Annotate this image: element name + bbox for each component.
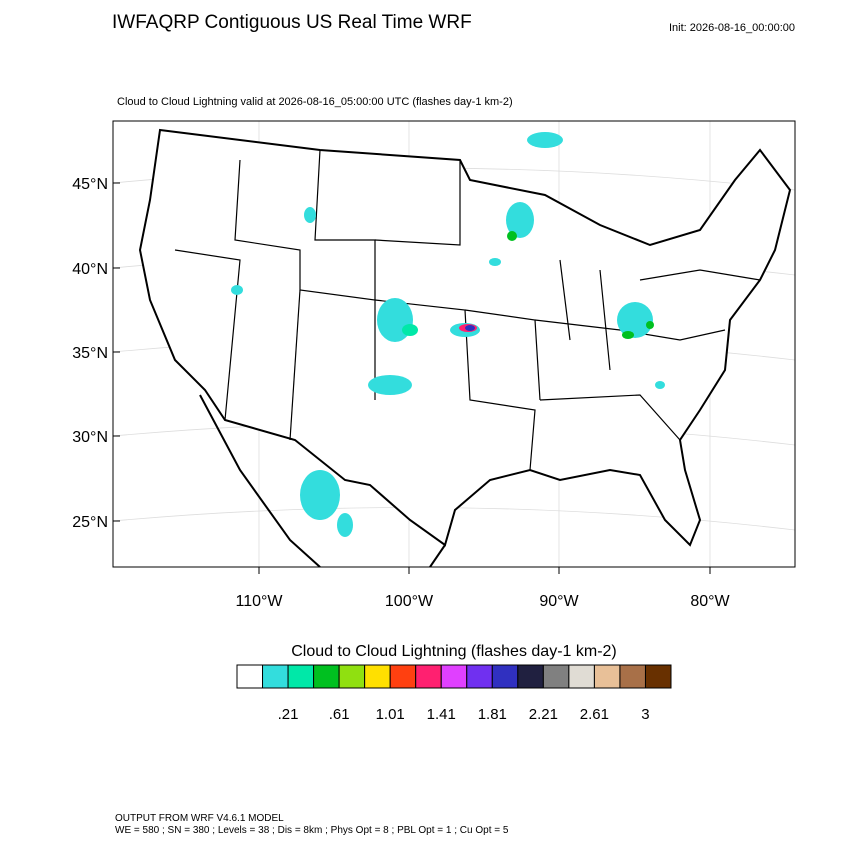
subtitle: Cloud to Cloud Lightning valid at 2026-0… bbox=[117, 96, 513, 108]
colorbar-box bbox=[491, 664, 519, 689]
colorbar-label: .21 bbox=[278, 706, 299, 723]
colorbar-label: 1.81 bbox=[478, 706, 507, 723]
lon-label: 110°W bbox=[235, 593, 283, 610]
lat-label: 35°N bbox=[72, 345, 108, 362]
colorbar-box bbox=[466, 664, 493, 689]
colorbar-box bbox=[440, 664, 468, 689]
us-outline bbox=[138, 128, 792, 547]
colorbar-label: 2.61 bbox=[580, 706, 609, 723]
colorbar-box bbox=[542, 664, 570, 689]
colorbar-label: 3 bbox=[641, 706, 649, 723]
colorbar-label: 1.41 bbox=[427, 706, 456, 723]
colorbar-box bbox=[517, 664, 544, 689]
map: 45°N 40°N 35°N 30°N 25°N 110°W 100°W 90°W 80°W bbox=[72, 120, 796, 610]
colorbar-box bbox=[236, 664, 264, 689]
lon-label: 100°W bbox=[385, 593, 434, 610]
map-content bbox=[113, 121, 795, 567]
colorbar-label: 1.01 bbox=[376, 706, 405, 723]
colorbar-box bbox=[568, 664, 595, 689]
colorbar-label: 2.21 bbox=[529, 706, 558, 723]
lon-label: 90°W bbox=[539, 593, 579, 610]
lat-label: 30°N bbox=[72, 429, 108, 446]
colorbar-box bbox=[338, 664, 366, 689]
colorbar-box bbox=[644, 664, 672, 689]
mexico-coast bbox=[199, 394, 446, 567]
colorbar-box bbox=[415, 664, 442, 689]
title: IWFAQRP Contiguous US Real Time WRF bbox=[112, 12, 472, 33]
colorbar-box bbox=[389, 664, 417, 689]
lat-label: 25°N bbox=[72, 514, 108, 531]
colorbar-box bbox=[262, 664, 289, 689]
map-frame bbox=[112, 120, 796, 568]
colorbar-box bbox=[619, 664, 646, 689]
colorbar-box bbox=[364, 664, 391, 689]
colorbar: .21 .61 1.01 1.41 1.81 2.21 2.61 3 bbox=[236, 664, 672, 723]
colorbar-box bbox=[593, 664, 621, 689]
colorbar-label: .61 bbox=[329, 706, 350, 723]
footer-line: WE = 580 ; SN = 380 ; Levels = 38 ; Dis … bbox=[115, 825, 509, 836]
lon-label: 80°W bbox=[690, 593, 730, 610]
lat-label: 40°N bbox=[72, 261, 108, 278]
colorbar-box bbox=[287, 664, 315, 689]
state-lines bbox=[174, 149, 761, 471]
footer-line: OUTPUT FROM WRF V4.6.1 MODEL bbox=[115, 813, 284, 824]
lightning-areas bbox=[231, 132, 665, 537]
colorbar-box bbox=[313, 664, 340, 689]
init-time: Init: 2026-08-16_00:00:00 bbox=[669, 22, 795, 34]
colorbar-title: Cloud to Cloud Lightning (flashes day-1 … bbox=[291, 643, 617, 660]
lat-label: 45°N bbox=[72, 176, 108, 193]
